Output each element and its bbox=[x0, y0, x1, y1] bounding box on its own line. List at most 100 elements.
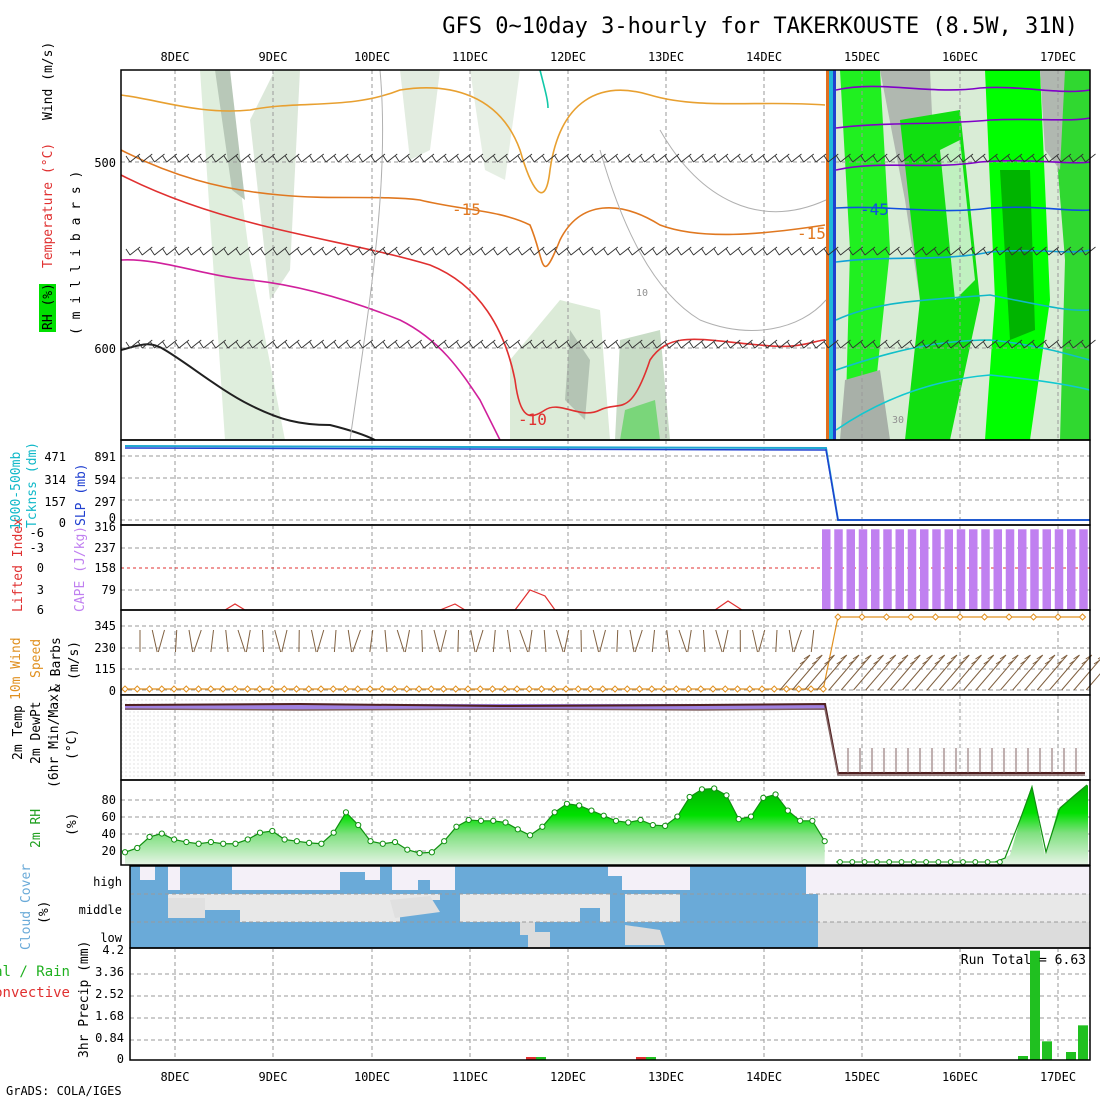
thk-tick-471: 471 bbox=[44, 450, 66, 464]
slp-tick-594: 594 bbox=[94, 473, 116, 487]
rh2m-point bbox=[850, 860, 855, 865]
wind-speed-point bbox=[183, 686, 189, 692]
precip-tick: 1.68 bbox=[95, 1009, 124, 1023]
rh-tick-40: 40 bbox=[102, 827, 116, 841]
wind-speed-point bbox=[441, 686, 447, 692]
cape-bar bbox=[969, 529, 978, 610]
wind-speed-point bbox=[759, 686, 765, 692]
precip-bar bbox=[1078, 1025, 1088, 1060]
wind-speed-point bbox=[661, 686, 667, 692]
contour-label-minus10: -10 bbox=[518, 410, 547, 429]
rh2m-point bbox=[233, 841, 238, 846]
wind-barb bbox=[1037, 655, 1067, 690]
wind-barb bbox=[282, 630, 287, 652]
wind-speed-point bbox=[465, 686, 471, 692]
thickness-slp-panel: 471 314 157 0 891 594 297 0 316 1000-500… bbox=[9, 440, 1090, 534]
wind-speed-point bbox=[208, 686, 214, 692]
rh2m-point bbox=[985, 860, 990, 865]
contour-label-rh30: 30 bbox=[892, 415, 904, 426]
rh2m-point bbox=[527, 833, 532, 838]
wind-speed-point bbox=[735, 686, 741, 692]
ylabel-millibars: ( m i l l i b a r s ) bbox=[69, 171, 84, 335]
wind-speed-point bbox=[355, 686, 361, 692]
rh2m-point bbox=[454, 824, 459, 829]
rh2m-point bbox=[466, 817, 471, 822]
thk-tick-314: 314 bbox=[44, 473, 66, 487]
top-date-label: 12DEC bbox=[550, 50, 586, 64]
wind-barb bbox=[915, 655, 945, 690]
wind-barb bbox=[593, 630, 598, 652]
wind-speed-point bbox=[220, 686, 226, 692]
wind-speed-point bbox=[404, 686, 410, 692]
rh2m-point bbox=[491, 818, 496, 823]
wind-barb bbox=[679, 630, 687, 652]
wind-barb bbox=[544, 630, 546, 652]
wind-barb bbox=[189, 630, 193, 652]
contour-label-minus15-b: -15 bbox=[797, 224, 826, 243]
bottom-date-label: 16DEC bbox=[942, 1070, 978, 1084]
rh2m-point bbox=[838, 860, 843, 865]
li-tick-3: 3 bbox=[37, 583, 44, 597]
precip-tick: 4.2 bbox=[102, 943, 124, 957]
wind-barb bbox=[246, 630, 250, 652]
rh2m-point bbox=[478, 818, 483, 823]
rh2m-point bbox=[911, 860, 916, 865]
wind-speed-point bbox=[563, 686, 569, 692]
top-date-label: 15DEC bbox=[844, 50, 880, 64]
wind-barb bbox=[635, 630, 642, 652]
wind-speed-point bbox=[1006, 614, 1012, 620]
cloud-high-blue bbox=[130, 866, 806, 894]
li-ylabel: Lifted Index bbox=[11, 518, 26, 612]
wind-barb bbox=[422, 630, 423, 652]
li-tick-6: 6 bbox=[37, 603, 44, 617]
cape-bar bbox=[1079, 529, 1088, 610]
rh2m-point bbox=[552, 810, 557, 815]
rh2m-point bbox=[417, 851, 422, 856]
top-date-label: 13DEC bbox=[648, 50, 684, 64]
rh2m-point bbox=[638, 817, 643, 822]
wind-speed-point bbox=[1031, 614, 1037, 620]
cape-tick-158: 158 bbox=[94, 561, 116, 575]
wind-speed-point bbox=[526, 686, 532, 692]
rh2m-ylabel: 2m RH bbox=[29, 809, 44, 848]
thk-tick-157: 157 bbox=[44, 495, 66, 509]
wind-barb bbox=[723, 630, 728, 652]
wind-barb bbox=[780, 655, 810, 690]
rh2m-point bbox=[810, 818, 815, 823]
wind-speed-point bbox=[318, 686, 324, 692]
rh2m-point bbox=[936, 860, 941, 865]
wind-speed-point bbox=[908, 614, 914, 620]
cape-bar bbox=[896, 529, 905, 610]
wind-barb bbox=[226, 630, 228, 652]
precip-bar bbox=[1042, 1041, 1052, 1060]
cloud-level-middle: middle bbox=[79, 903, 122, 917]
precip-run-total: Run Total = 6.63 bbox=[961, 953, 1086, 968]
wind-speed-point bbox=[269, 686, 275, 692]
cape-bar bbox=[871, 529, 880, 610]
wind-speed-point bbox=[232, 686, 238, 692]
wind-barb bbox=[312, 630, 317, 652]
rh2m-ylabel-units: (%) bbox=[65, 813, 80, 836]
rh2m-point bbox=[196, 841, 201, 846]
wind-barb bbox=[458, 630, 459, 652]
temp-ylabel-3: (6hr Min/Max) bbox=[47, 686, 62, 788]
wind-speed-point bbox=[330, 686, 336, 692]
wind-barb bbox=[211, 630, 214, 652]
rh2m-point bbox=[282, 837, 287, 842]
top-date-label: 16DEC bbox=[942, 50, 978, 64]
wind-speed-point bbox=[673, 686, 679, 692]
wind-speed-point bbox=[502, 686, 508, 692]
cape-bar bbox=[1043, 529, 1052, 610]
rh2m-point bbox=[503, 820, 508, 825]
top-date-label: 10DEC bbox=[354, 50, 390, 64]
wind-barb bbox=[652, 630, 654, 652]
rh2m-point bbox=[368, 839, 373, 844]
wind-barb bbox=[817, 655, 847, 690]
wind-speed-point bbox=[281, 686, 287, 692]
precip-panel: 4.23.362.521.680.840 Run Total = 6.63 To… bbox=[0, 941, 1090, 1066]
cape-bar bbox=[1067, 529, 1076, 610]
wind-speed-point bbox=[884, 614, 890, 620]
wind-barb bbox=[493, 630, 495, 652]
wind-speed-point bbox=[637, 686, 643, 692]
wind-tick-230: 230 bbox=[94, 641, 116, 655]
